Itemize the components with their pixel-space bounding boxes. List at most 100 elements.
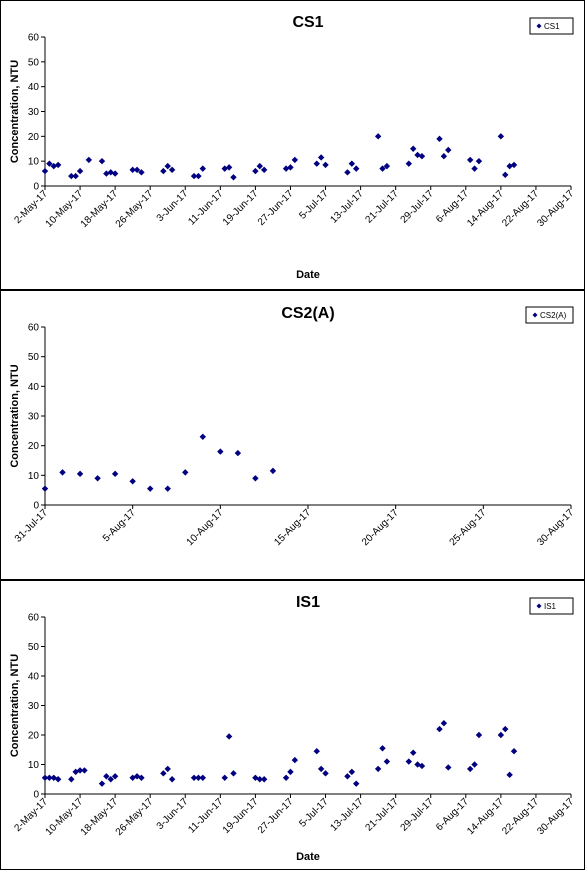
data-point (466, 156, 474, 164)
data-point (291, 156, 299, 164)
x-tick-label: 5-Jul-17 (297, 188, 331, 222)
data-point (471, 165, 478, 172)
data-point (72, 172, 79, 180)
y-tick-label: 60 (28, 323, 40, 334)
data-point (436, 725, 443, 733)
data-point (344, 169, 351, 176)
data-point (418, 153, 426, 160)
data-point (256, 162, 263, 170)
data-point (195, 172, 202, 180)
x-tick-label: 14-Aug-17 (465, 188, 506, 229)
data-point (199, 165, 206, 172)
x-tick-label: 22-Aug-17 (500, 796, 541, 837)
data-point (252, 475, 259, 482)
legend-label: IS1 (544, 602, 557, 611)
chart-title: CS2(A) (281, 305, 334, 322)
data-point (344, 773, 351, 780)
data-point (230, 770, 237, 777)
data-point (160, 167, 167, 175)
data-point (471, 761, 478, 768)
y-axis-label: Concentration, NTU (9, 60, 21, 163)
data-point (59, 469, 66, 476)
data-point (353, 780, 360, 787)
x-tick-label: 11-Jun-17 (186, 188, 225, 227)
y-tick-label: 10 (28, 760, 40, 771)
x-tick-label: 10-Aug-17 (185, 507, 226, 548)
data-point (445, 146, 452, 154)
data-point (322, 161, 329, 169)
data-point (405, 160, 413, 167)
data-point (510, 161, 518, 169)
y-tick-label: 60 (28, 33, 40, 44)
data-point (379, 745, 386, 752)
y-tick-label: 10 (28, 157, 40, 168)
y-tick-label: 50 (28, 352, 40, 363)
data-point (129, 166, 136, 174)
y-tick-label: 20 (28, 731, 40, 742)
chart-panel-cs1: CS1 Concentration, NTU Date 0 10 20 30 40 50 60 2-… (0, 0, 585, 290)
x-tick-label: 14-Aug-17 (465, 796, 506, 837)
data-point (81, 767, 88, 774)
chart-panel-cs2a: CS2(A) Concentration, NTU 0 10 20 30 40 50 60 31-… (0, 290, 585, 580)
data-point (440, 153, 448, 160)
data-point (466, 765, 474, 773)
data-point (138, 774, 145, 781)
x-tick-label: 5-Jul-17 (297, 796, 331, 830)
data-point (133, 166, 141, 174)
data-point (190, 172, 198, 180)
chart-title: IS1 (296, 594, 320, 611)
data-point (436, 135, 443, 143)
data-point (199, 774, 206, 781)
data-point (317, 765, 325, 773)
y-tick-label: 0 (33, 790, 39, 801)
data-point (502, 171, 509, 179)
x-tick-label: 29-Jul-17 (399, 796, 437, 834)
data-point (199, 433, 206, 440)
y-tick-label: 30 (28, 412, 40, 423)
data-point (510, 748, 518, 755)
legend-label: CS2(A) (540, 311, 567, 320)
x-tick-label: 20-Aug-17 (360, 507, 401, 548)
x-tick-label: 21-Jul-17 (364, 188, 402, 226)
data-point (405, 758, 413, 765)
data-point (475, 731, 483, 739)
legend-marker (532, 312, 538, 318)
x-tick-label: 26-May-17 (114, 796, 156, 838)
data-point (72, 768, 79, 776)
x-tick-label: 5-Aug-17 (101, 507, 138, 544)
data-point (111, 470, 119, 478)
x-tick-label: 30-Aug-17 (535, 507, 576, 548)
x-axis-label: Date (296, 851, 320, 863)
y-tick-label: 20 (28, 441, 40, 452)
x-tick-label: 25-Aug-17 (448, 507, 489, 548)
y-axis-label: Concentration, NTU (9, 364, 21, 467)
data-point (225, 164, 233, 171)
x-tick-label: 22-Aug-17 (500, 188, 541, 229)
chart-title: CS1 (292, 14, 323, 31)
data-point (353, 165, 360, 172)
data-point (160, 770, 167, 777)
data-point (111, 170, 119, 177)
data-point (76, 167, 84, 175)
data-point (410, 145, 417, 152)
y-tick-label: 60 (28, 613, 40, 624)
data-point (383, 758, 391, 765)
legend-box (529, 17, 574, 35)
chart-cs2a: CS2(A) Concentration, NTU 0 10 20 30 40 50 60 31-… (9, 305, 576, 548)
data-point (322, 770, 329, 777)
y-tick-label: 0 (33, 182, 39, 193)
data-point (50, 162, 57, 170)
x-tick-label: 27-Jun-17 (256, 796, 296, 836)
data-point (230, 174, 237, 181)
data-point (98, 780, 106, 787)
y-tick-label: 50 (28, 642, 40, 653)
data-point (348, 160, 356, 167)
data-point (256, 776, 263, 783)
data-point (68, 172, 75, 180)
data-point (269, 467, 277, 475)
x-tick-label: 13-Jul-17 (328, 796, 366, 834)
data-point (164, 485, 171, 492)
y-axis-label: Concentration, NTU (9, 654, 21, 757)
